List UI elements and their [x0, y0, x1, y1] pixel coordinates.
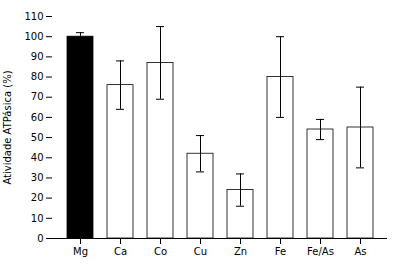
svg-text:Co: Co — [154, 246, 167, 257]
svg-text:40: 40 — [31, 152, 44, 163]
svg-text:70: 70 — [31, 91, 44, 102]
svg-text:80: 80 — [31, 71, 44, 82]
svg-text:Ca: Ca — [114, 246, 127, 257]
svg-text:As: As — [354, 246, 366, 257]
svg-text:30: 30 — [31, 172, 44, 183]
svg-text:0: 0 — [37, 233, 43, 244]
svg-text:Cu: Cu — [194, 246, 207, 257]
svg-text:110: 110 — [24, 11, 43, 22]
svg-text:Atividade ATPásica (%): Atividade ATPásica (%) — [2, 70, 13, 184]
svg-text:60: 60 — [31, 112, 44, 123]
svg-text:Fe: Fe — [275, 246, 286, 257]
svg-text:Zn: Zn — [234, 246, 247, 257]
svg-text:50: 50 — [31, 132, 44, 143]
svg-text:20: 20 — [31, 192, 44, 203]
svg-text:10: 10 — [31, 213, 44, 224]
svg-text:Fe/As: Fe/As — [307, 246, 334, 257]
svg-text:Mg: Mg — [73, 246, 88, 257]
svg-text:90: 90 — [31, 51, 44, 62]
svg-text:100: 100 — [24, 31, 43, 42]
